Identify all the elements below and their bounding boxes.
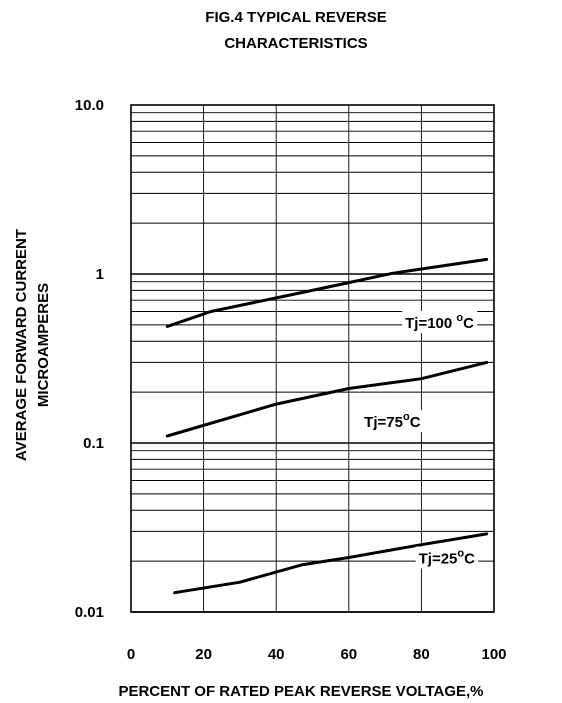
series-labels: Tj=100 oC Tj=75oC Tj=25oC [361,310,479,569]
y-axis-label-line-1: AVERAGE FORWARD CURRENT [13,229,30,461]
y-tick-label: 10.0 [75,97,104,114]
series-label-background [402,310,478,333]
plot-grid [130,104,495,613]
x-tick-label: 60 [340,646,357,663]
series-label: Tj=100 oC [402,310,478,333]
series-label-background [361,409,424,432]
x-tick-label: 20 [195,646,212,663]
series-label-background [415,546,479,569]
y-tick-label: 1 [96,266,104,283]
series-label: Tj=75oC [361,409,424,432]
x-tick-label: 40 [268,646,285,663]
series-label: Tj=25oC [415,546,479,569]
x-tick-label: 80 [413,646,430,663]
series-line [165,257,489,328]
data-series [165,257,489,595]
series-label-text: Tj=25oC [419,548,476,568]
series-label-text: Tj=75oC [364,411,421,431]
series-label-text: Tj=100 oC [405,312,474,332]
x-axis-label: PERCENT OF RATED PEAK REVERSE VOLTAGE,% [118,683,483,700]
y-tick-label: 0.1 [83,435,104,452]
plot-frame [130,104,495,613]
chart-title-line-1: FIG.4 TYPICAL REVERSE [205,9,386,26]
x-tick-label: 100 [481,646,506,663]
axis-tick-labels: 0 20 40 60 80 100 0.01 0.1 1 10.0 [75,97,507,663]
y-tick-label: 0.01 [75,604,104,621]
y-axis-label-line-2: MICROAMPERES [35,283,52,407]
x-tick-label: 0 [127,646,135,663]
series-line [173,532,489,595]
chart-title-line-2: CHARACTERISTICS [224,35,367,52]
series-line [165,360,489,438]
